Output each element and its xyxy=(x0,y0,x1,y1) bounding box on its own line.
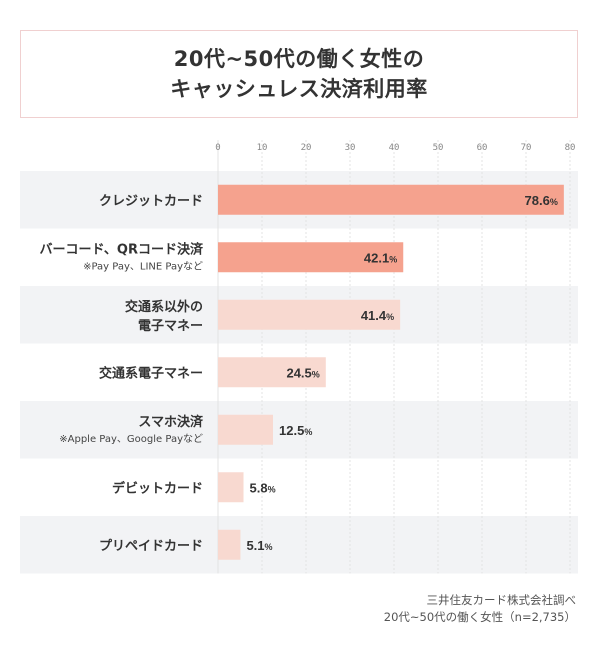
chart-title-line-2: キャッシュレス決済利用率 xyxy=(170,77,428,101)
bar-value-number: 5.8 xyxy=(250,480,268,495)
x-tick-label: 10 xyxy=(257,143,268,153)
bar xyxy=(218,242,404,273)
source-note: 三井住友カード株式会社調べ 20代~50代の働く女性（n=2,735） xyxy=(384,592,576,626)
bar-value-label: 78.6% xyxy=(525,193,558,208)
source-line-1: 三井住友カード株式会社調べ xyxy=(426,593,577,607)
chart-title-box: 20代~50代の働く女性の キャッシュレス決済利用率 xyxy=(20,30,578,118)
bar-value-label: 12.5% xyxy=(279,423,312,438)
category-label: スマホ決済 xyxy=(138,414,204,430)
category-label: 交通系以外の xyxy=(125,299,203,315)
bar-value-number: 24.5 xyxy=(286,365,311,380)
row-band xyxy=(20,401,578,459)
category-label: 電子マネー xyxy=(138,319,203,334)
bar-value-unit: % xyxy=(268,484,276,494)
category-label: バーコード、QRコード決済 xyxy=(39,241,204,257)
bar xyxy=(218,184,564,215)
bar-value-number: 42.1 xyxy=(364,250,389,265)
bar-value-unit: % xyxy=(304,427,312,437)
row-band xyxy=(20,516,578,574)
category-label: クレジットカード xyxy=(99,194,203,209)
bar-value-label: 42.1% xyxy=(364,250,397,265)
bar-value-label: 5.1% xyxy=(246,538,272,553)
x-tick-label: 50 xyxy=(433,143,444,153)
bar xyxy=(218,414,273,445)
bar-value-unit: % xyxy=(389,254,397,264)
x-tick-label: 70 xyxy=(521,143,532,153)
x-tick-label: 60 xyxy=(477,143,488,153)
x-tick-label: 30 xyxy=(345,143,356,153)
bar-value-number: 12.5 xyxy=(279,423,304,438)
bar-value-number: 41.4 xyxy=(361,308,387,323)
bar-value-unit: % xyxy=(386,312,394,322)
bar-value-unit: % xyxy=(550,197,558,207)
bar-value-label: 41.4% xyxy=(361,308,394,323)
chart-title-line-1: 20代~50代の働く女性の xyxy=(173,47,425,71)
bar-value-label: 5.8% xyxy=(250,480,276,495)
bar xyxy=(218,357,326,388)
category-label: デビットカード xyxy=(112,480,203,496)
bar xyxy=(218,529,241,560)
category-sublabel: ※Pay Pay、LINE Payなど xyxy=(83,260,203,272)
x-tick-label: 20 xyxy=(301,143,312,153)
bar-value-label: 24.5% xyxy=(286,365,319,380)
bar-value-unit: % xyxy=(312,369,320,379)
bar-value-unit: % xyxy=(265,542,273,552)
bar xyxy=(218,472,244,503)
source-line-2: 20代~50代の働く女性（n=2,735） xyxy=(383,610,576,624)
bar-value-number: 78.6 xyxy=(525,193,550,208)
x-tick-label: 80 xyxy=(565,143,576,153)
category-label: 交通系電子マネー xyxy=(99,365,203,381)
bar-value-number: 5.1 xyxy=(246,538,264,553)
x-tick-label: 0 xyxy=(215,143,220,153)
category-sublabel: ※Apple Pay、Google Payなど xyxy=(59,433,203,445)
x-tick-label: 40 xyxy=(389,143,400,153)
bar xyxy=(218,299,401,330)
category-label: プリペイドカード xyxy=(99,539,203,554)
